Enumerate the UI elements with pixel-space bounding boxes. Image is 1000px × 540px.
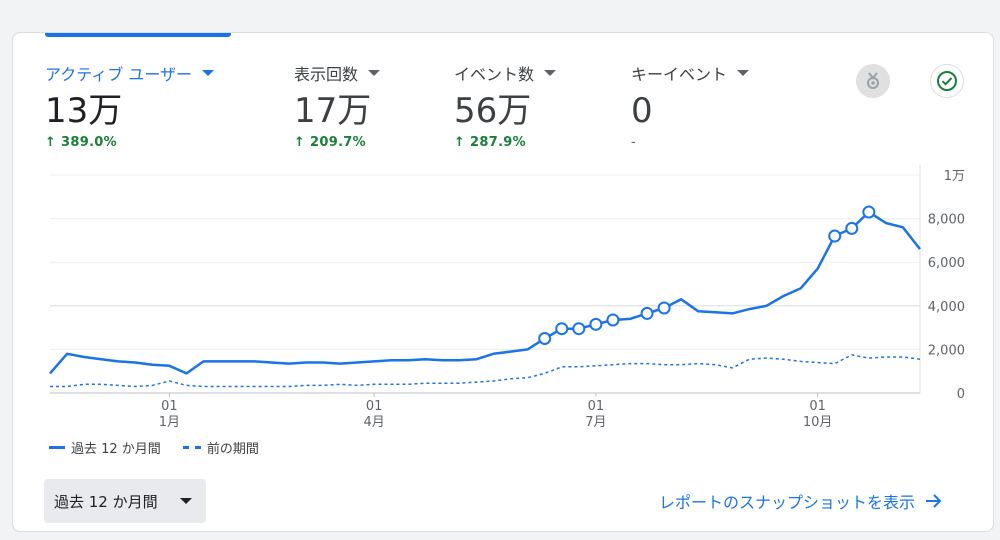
metric-label-text: アクティブ ユーザー — [45, 65, 193, 84]
arrow-up-icon: ↑ — [454, 135, 466, 150]
data-point-marker[interactable] — [589, 317, 603, 331]
metric-views-label[interactable]: 表示回数 — [294, 61, 381, 85]
arrow-up-icon: ↑ — [45, 135, 57, 150]
data-point-marker[interactable] — [828, 229, 842, 243]
metric-value: 17万 — [294, 91, 372, 131]
metric-events-label[interactable]: イベント数 — [454, 61, 557, 85]
view-snapshot-link[interactable]: レポートのスナップショットを表示 — [659, 489, 943, 513]
overview-card: アクティブ ユーザー 13万 ↑ 389.0% 表示回数 17万 ↑ 209.7… — [12, 32, 994, 532]
x-tick-month: 10月 — [803, 415, 833, 430]
caret-down-icon — [368, 70, 381, 76]
metric-key-events[interactable]: キーイベント 0 - — [631, 61, 750, 150]
period-select-value: 過去 12 か月間 — [54, 492, 158, 511]
x-tick-month: 4月 — [363, 415, 384, 430]
x-tick-month: 1月 — [159, 415, 180, 430]
caret-down-icon — [180, 498, 192, 504]
caret-down-icon — [544, 70, 557, 76]
metric-active-users[interactable]: アクティブ ユーザー 13万 ↑ 389.0% — [45, 61, 215, 150]
legend-dashed-swatch — [182, 446, 201, 449]
active-tab-indicator — [45, 33, 231, 37]
x-tick-day: 01 — [366, 399, 383, 414]
y-tick-label: 4,000 — [928, 300, 965, 315]
data-point-marker[interactable] — [845, 221, 859, 235]
caret-down-icon — [202, 70, 215, 76]
check-circle-icon[interactable] — [930, 64, 964, 98]
metric-active-users-label[interactable]: アクティブ ユーザー — [45, 61, 215, 85]
data-point-marker[interactable] — [657, 301, 671, 315]
legend-previous-label: 前の期間 — [206, 442, 259, 457]
period-select[interactable]: 過去 12 か月間 — [44, 479, 206, 523]
data-point-marker[interactable] — [862, 205, 876, 219]
arrow-up-icon: ↑ — [294, 135, 306, 150]
metric-change-value: 287.9% — [470, 135, 526, 150]
metric-change: ↑ 287.9% — [454, 135, 556, 150]
metric-value: 13万 — [45, 91, 123, 131]
arrow-right-icon — [926, 494, 942, 508]
insights-icon-glyph — [867, 72, 879, 89]
data-point-marker[interactable] — [538, 332, 552, 345]
legend-current-label: 過去 12 か月間 — [71, 442, 161, 457]
x-tick-day: 01 — [161, 399, 178, 414]
metric-views[interactable]: 表示回数 17万 ↑ 209.7% — [294, 61, 381, 150]
data-point-marker[interactable] — [555, 322, 569, 336]
y-tick-label: 6,000 — [928, 256, 965, 271]
series-line-current — [49, 210, 921, 375]
metric-change: ↑ 209.7% — [294, 135, 380, 150]
snapshot-link-label: レポートのスナップショットを表示 — [659, 493, 916, 512]
legend-solid-swatch — [49, 446, 65, 449]
metric-label-text: イベント数 — [454, 65, 535, 84]
metric-events[interactable]: イベント数 56万 ↑ 287.9% — [454, 61, 557, 150]
insights-icon[interactable] — [856, 64, 890, 98]
metric-label-text: キーイベント — [631, 65, 728, 84]
chart-legend: 過去 12 か月間 前の期間 — [49, 438, 259, 457]
y-tick-label: 1万 — [944, 169, 965, 184]
x-tick-month: 7月 — [585, 415, 606, 430]
metric-key-events-label[interactable]: キーイベント — [631, 61, 750, 85]
y-tick-label: 0 — [957, 387, 965, 402]
data-point-marker[interactable] — [606, 313, 620, 327]
check-icon-glyph — [937, 71, 957, 91]
metric-change: - — [631, 135, 636, 150]
x-tick-day: 01 — [809, 399, 826, 414]
data-point-marker[interactable] — [572, 322, 586, 336]
metric-change-value: 389.0% — [61, 135, 117, 150]
y-tick-label: 8,000 — [928, 213, 965, 228]
series-line-previous — [50, 354, 921, 388]
x-tick-day: 01 — [588, 399, 605, 414]
data-point-marker[interactable] — [640, 306, 654, 320]
metric-label-text: 表示回数 — [294, 65, 359, 84]
metric-value: 56万 — [454, 91, 532, 131]
metric-change: ↑ 389.0% — [45, 135, 214, 150]
y-tick-label: 2,000 — [928, 343, 965, 358]
metric-change-value: 209.7% — [310, 135, 366, 150]
metric-value: 0 — [631, 91, 653, 131]
caret-down-icon — [737, 70, 750, 76]
